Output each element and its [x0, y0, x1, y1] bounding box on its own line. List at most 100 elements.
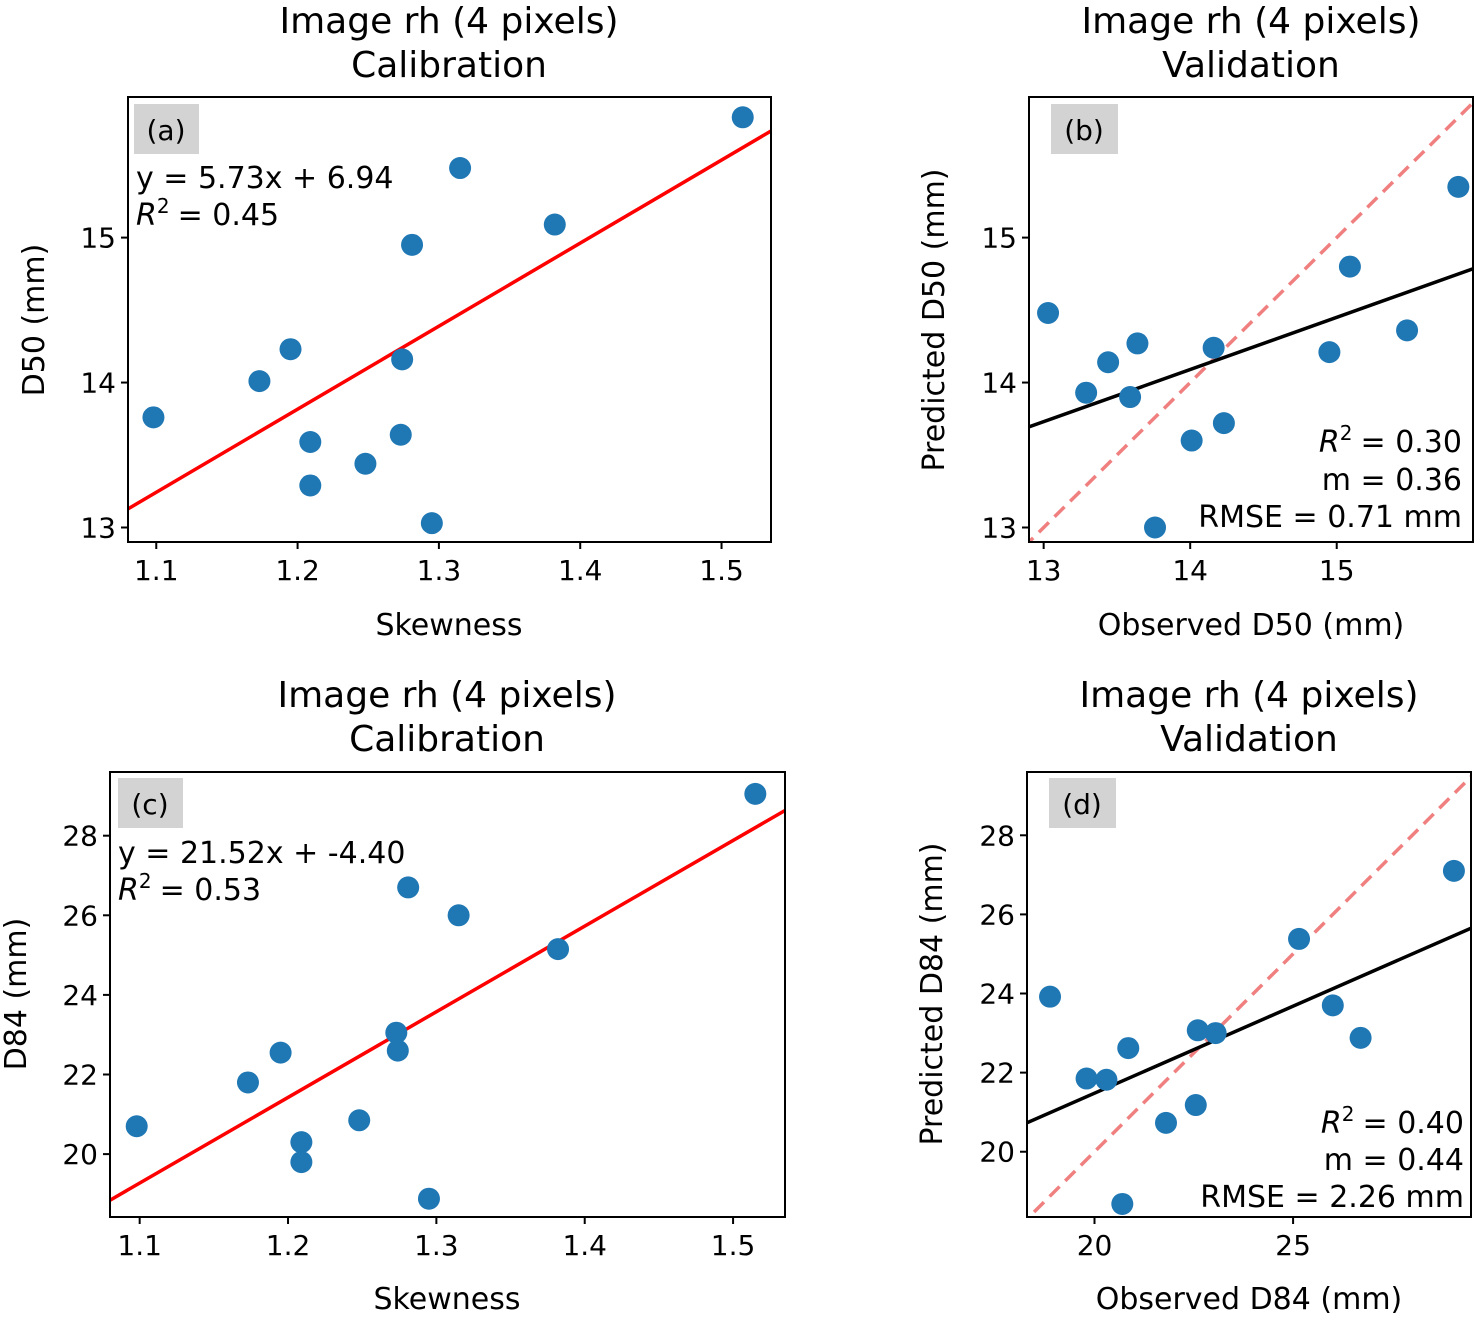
data-point — [391, 348, 414, 371]
plot-area — [128, 106, 771, 535]
y-tick-label: 20 — [979, 1136, 1015, 1169]
data-point — [1212, 412, 1235, 435]
x-tick-label: 1.4 — [558, 554, 603, 587]
panel-a: Image rh (4 pixels) Calibration 1.1 1.2 1.… — [17, 1, 772, 643]
data-point — [1288, 927, 1311, 950]
data-point — [299, 430, 322, 453]
chart-title: Image rh (4 pixels) — [1081, 1, 1420, 42]
panel-c: Image rh (4 pixels) Calibration 1.1 1.2 1.… — [0, 675, 786, 1317]
data-point — [299, 474, 322, 497]
panel-b: Image rh (4 pixels) Validation 13 14 15131… — [917, 1, 1474, 643]
data-point — [386, 1039, 409, 1062]
ticks: 1.1 1.2 1.3 1.4 1.5 13 14 15 — [80, 222, 743, 587]
axes-frame — [1026, 771, 1472, 1218]
rmse-text: RMSE = 2.26 mm — [1200, 1180, 1464, 1215]
data-point — [1154, 1111, 1177, 1134]
data-point — [1321, 994, 1344, 1017]
panel-label: (b) — [1064, 114, 1104, 147]
data-point — [1396, 319, 1419, 342]
r-squared-value: = 0.53 — [160, 873, 261, 908]
data-point — [236, 1071, 259, 1094]
data-point — [417, 1187, 440, 1210]
data-point — [290, 1151, 313, 1174]
data-point — [1202, 336, 1225, 359]
x-tick-label: 13 — [1026, 554, 1062, 587]
data-point — [1349, 1026, 1372, 1049]
x-axis-label: Skewness — [373, 1282, 520, 1317]
x-tick-label: 1.2 — [266, 1229, 311, 1262]
data-point — [269, 1041, 292, 1064]
plot-area — [1029, 100, 1473, 542]
panel-label-box — [1051, 104, 1118, 154]
x-tick-label: 1.1 — [117, 1229, 162, 1262]
data-point — [1447, 175, 1470, 198]
r-squared-value: = 0.40 — [1363, 1106, 1464, 1141]
panel-label-box — [118, 778, 183, 828]
r-squared: R2 = 0.45 — [136, 194, 279, 233]
y-tick-label: 26 — [62, 899, 98, 932]
slope-text: m = 0.44 — [1324, 1143, 1464, 1178]
data-point — [1037, 301, 1060, 324]
x-tick-label: 1.1 — [134, 554, 179, 587]
panel-d: Image rh (4 pixels) Validation 20 2520222… — [915, 675, 1472, 1317]
fit-equation: y = 5.73x + 6.94 — [136, 161, 394, 196]
data-point — [1186, 1019, 1209, 1042]
x-tick-label: 14 — [1172, 554, 1208, 587]
x-tick-label: 15 — [1319, 554, 1355, 587]
panel-label-box — [134, 104, 199, 154]
data-point — [1097, 351, 1120, 374]
data-point — [1180, 429, 1203, 452]
data-point — [125, 1115, 148, 1138]
data-point — [1039, 985, 1062, 1008]
ticks: 20 25 20 22 24 26 28 — [979, 819, 1311, 1262]
fit-line — [1029, 267, 1473, 429]
data-point — [248, 370, 271, 393]
data-point — [1318, 341, 1341, 364]
chart-subtitle: Validation — [1162, 45, 1340, 86]
fit-line — [128, 129, 771, 511]
x-tick-label: 1.3 — [417, 554, 462, 587]
data-point — [385, 1021, 408, 1044]
data-point — [1184, 1094, 1207, 1117]
panel-label: (d) — [1062, 788, 1102, 821]
plot-layer: 13 14 15 13 14 15 — [981, 100, 1473, 587]
data-point — [1204, 1022, 1227, 1045]
y-tick-label: 26 — [979, 898, 1015, 931]
data-point — [279, 338, 302, 361]
data-point — [1111, 1192, 1134, 1215]
r-squared-value: = 0.45 — [178, 198, 279, 233]
y-tick-label: 14 — [981, 367, 1017, 400]
chart-title: Image rh (4 pixels) — [279, 1, 618, 42]
x-tick-label: 1.3 — [414, 1229, 459, 1262]
data-point — [449, 157, 472, 180]
data-point — [547, 938, 570, 961]
x-tick-label: 20 — [1077, 1229, 1113, 1262]
data-point — [543, 213, 566, 236]
chart-title: Image rh (4 pixels) — [1079, 675, 1418, 716]
panel-label: (c) — [131, 788, 168, 821]
y-axis-label: D84 (mm) — [0, 918, 34, 1071]
plot-layer: 1.1 1.2 1.3 1.4 1.5 13 14 15 — [80, 106, 771, 587]
data-point — [1075, 1067, 1098, 1090]
ticks: 1.1 1.2 1.3 1.4 1.5 20 22 24 26 28 — [62, 820, 755, 1262]
data-point — [1442, 859, 1465, 882]
x-axis-label: Skewness — [375, 608, 522, 643]
r-squared: R2 = 0.30 — [1319, 421, 1462, 460]
chart-subtitle: Calibration — [351, 45, 547, 86]
data-point — [1338, 255, 1361, 278]
x-tick-label: 1.5 — [699, 554, 744, 587]
data-point — [389, 423, 412, 446]
data-point — [1126, 332, 1149, 355]
x-tick-label: 1.2 — [275, 554, 320, 587]
x-tick-label: 1.4 — [562, 1229, 607, 1262]
data-point — [744, 782, 767, 805]
rmse-text: RMSE = 0.71 mm — [1198, 500, 1462, 535]
chart-subtitle: Validation — [1160, 719, 1338, 760]
plot-area — [1027, 774, 1471, 1217]
one-to-one-line — [1027, 774, 1471, 1217]
y-tick-label: 22 — [979, 1057, 1015, 1090]
plot-layer: 1.1 1.2 1.3 1.4 1.5 20 22 24 26 28 — [62, 782, 785, 1262]
data-point — [401, 233, 424, 256]
y-axis-label: Predicted D50 (mm) — [917, 168, 952, 471]
